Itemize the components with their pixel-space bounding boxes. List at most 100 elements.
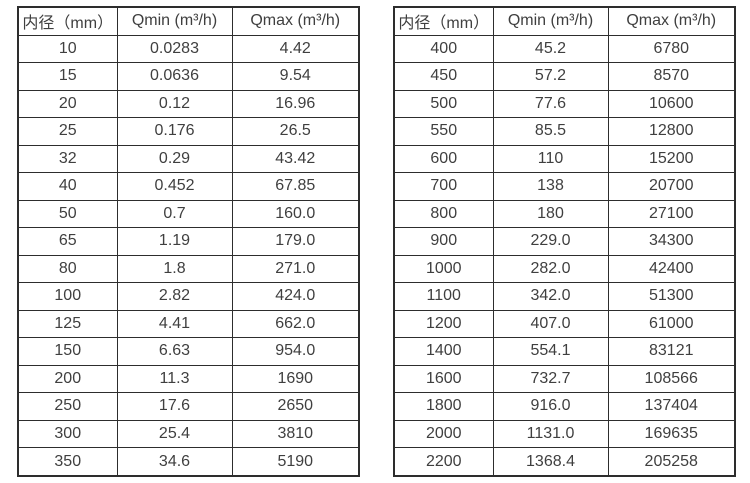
table-row: 20 0.12 16.96 [17,89,360,119]
table-cell: 40 [17,172,118,201]
table-cell: 9.54 [231,62,360,91]
table-cell: 160.0 [231,199,360,229]
table-cell: 110 [492,144,609,174]
table-cell: 108566 [607,364,736,394]
table-cell: 3810 [231,419,360,449]
table-row: 80 1.8 271.0 [17,254,360,284]
table-cell: 700 [393,172,494,201]
table-cell: 83121 [607,337,736,366]
table-cell: 2650 [231,392,360,421]
table-row: 125 4.41 662.0 [17,309,360,339]
table-cell: 150 [17,337,118,366]
table-cell: 43.42 [231,144,360,174]
table-row: 1000 282.0 42400 [393,254,736,284]
table-cell: 1690 [231,364,360,394]
table-cell: 42400 [607,254,736,284]
column-header-qmin: Qmin (m³/h) [116,6,233,36]
table-cell: 800 [393,199,494,229]
table-row: 1600 732.7 108566 [393,364,736,394]
table-header-row: 内径（mm） Qmin (m³/h) Qmax (m³/h) [17,6,360,36]
table-cell: 550 [393,117,494,146]
table-row: 500 77.6 10600 [393,89,736,119]
table-cell: 2000 [393,419,494,449]
table-cell: 1100 [393,282,494,311]
table-row: 2200 1368.4 205258 [393,447,736,477]
table-row: 700 138 20700 [393,172,736,201]
table-cell: 916.0 [492,392,609,421]
table-row: 300 25.4 3810 [17,419,360,449]
table-cell: 200 [17,364,118,394]
table-cell: 1400 [393,337,494,366]
table-cell: 342.0 [492,282,609,311]
table-header-row: 内径（mm） Qmin (m³/h) Qmax (m³/h) [393,6,736,36]
table-cell: 0.452 [116,172,233,201]
column-header-diameter: 内径（mm） [17,6,118,36]
column-header-qmax: Qmax (m³/h) [231,6,360,36]
table-row: 25 0.176 26.5 [17,117,360,146]
table-cell: 2.82 [116,282,233,311]
table-cell: 0.12 [116,89,233,119]
table-cell: 900 [393,227,494,256]
table-cell: 554.1 [492,337,609,366]
table-row: 800 180 27100 [393,199,736,229]
table-cell: 12800 [607,117,736,146]
table-cell: 45.2 [492,34,609,64]
table-cell: 32 [17,144,118,174]
table-row: 50 0.7 160.0 [17,199,360,229]
table-row: 2000 1131.0 169635 [393,419,736,449]
table-cell: 15 [17,62,118,91]
table-cell: 1800 [393,392,494,421]
table-cell: 20 [17,89,118,119]
table-cell: 20700 [607,172,736,201]
table-cell: 57.2 [492,62,609,91]
table-cell: 600 [393,144,494,174]
table-cell: 16.96 [231,89,360,119]
table-row: 600 110 15200 [393,144,736,174]
table-row: 150 6.63 954.0 [17,337,360,366]
table-row: 10 0.0283 4.42 [17,34,360,64]
table-cell: 1.19 [116,227,233,256]
table-cell: 282.0 [492,254,609,284]
flow-spec-table-large-diameters: 内径（mm） Qmin (m³/h) Qmax (m³/h) 400 45.2 67… [393,6,736,477]
table-row: 450 57.2 8570 [393,62,736,91]
table-cell: 50 [17,199,118,229]
table-cell: 350 [17,447,118,477]
table-cell: 179.0 [231,227,360,256]
table-cell: 4.41 [116,309,233,339]
table-cell: 500 [393,89,494,119]
table-cell: 6.63 [116,337,233,366]
table-cell: 180 [492,199,609,229]
table-cell: 11.3 [116,364,233,394]
table-cell: 125 [17,309,118,339]
table-row: 100 2.82 424.0 [17,282,360,311]
table-cell: 25 [17,117,118,146]
table-cell: 6780 [607,34,736,64]
table-cell: 450 [393,62,494,91]
table-cell: 250 [17,392,118,421]
table-cell: 0.176 [116,117,233,146]
table-cell: 2200 [393,447,494,477]
table-cell: 424.0 [231,282,360,311]
table-cell: 732.7 [492,364,609,394]
table-cell: 80 [17,254,118,284]
table-row: 250 17.6 2650 [17,392,360,421]
table-cell: 61000 [607,309,736,339]
table-cell: 85.5 [492,117,609,146]
table-cell: 10 [17,34,118,64]
table-row: 1200 407.0 61000 [393,309,736,339]
table-row: 200 11.3 1690 [17,364,360,394]
table-cell: 1368.4 [492,447,609,477]
table-row: 15 0.0636 9.54 [17,62,360,91]
column-header-qmax: Qmax (m³/h) [607,6,736,36]
table-cell: 0.29 [116,144,233,174]
table-cell: 65 [17,227,118,256]
table-cell: 5190 [231,447,360,477]
table-cell: 1131.0 [492,419,609,449]
table-cell: 138 [492,172,609,201]
table-cell: 15200 [607,144,736,174]
table-cell: 67.85 [231,172,360,201]
table-cell: 137404 [607,392,736,421]
table-row: 65 1.19 179.0 [17,227,360,256]
table-cell: 25.4 [116,419,233,449]
